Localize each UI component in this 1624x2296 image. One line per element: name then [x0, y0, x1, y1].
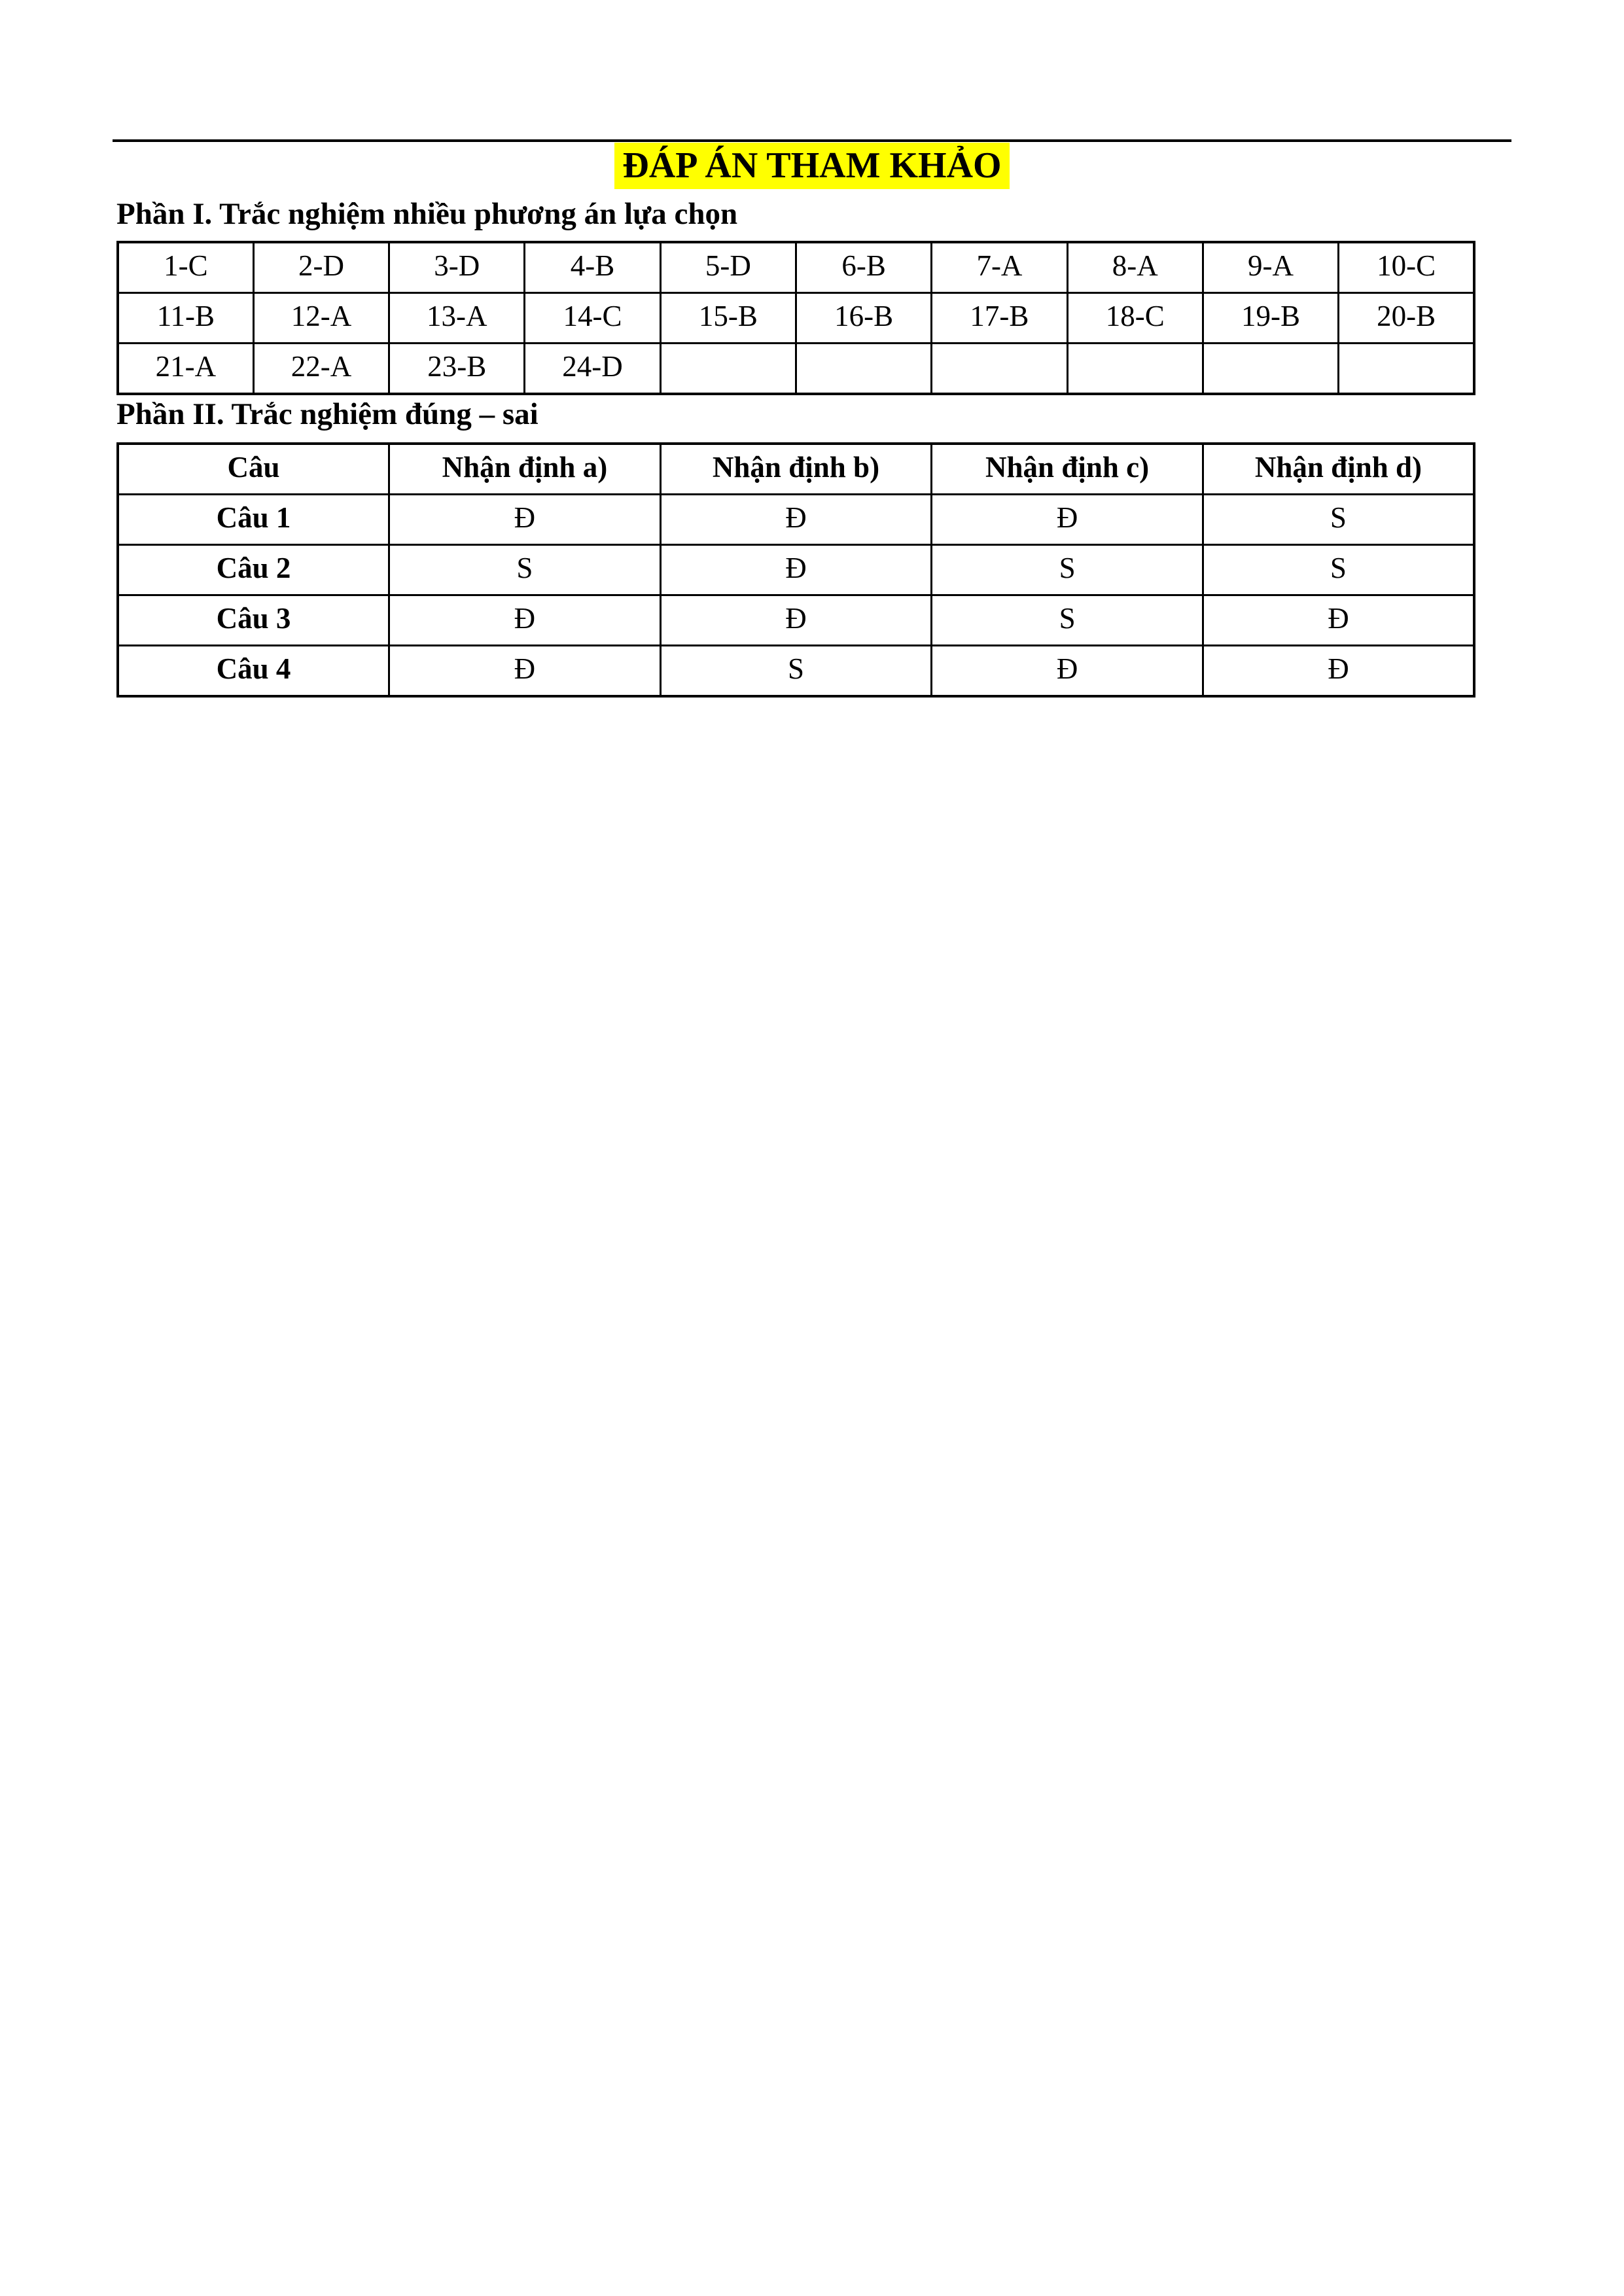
answer-cell: 22-A — [252, 342, 391, 395]
tf-answer-cell: Đ — [388, 645, 662, 698]
answer-cell: 15-B — [659, 292, 797, 344]
tf-column-header: Nhận định b) — [659, 442, 933, 495]
tf-answer-cell: S — [930, 594, 1204, 646]
answer-cell: 24-D — [523, 342, 662, 395]
tf-answer-cell: S — [930, 544, 1204, 596]
tf-header-row: Câu Nhận định a) Nhận định b) Nhận định c) N… — [116, 442, 1475, 495]
part2-true-false-table: Câu Nhận định a) Nhận định b) Nhận định c) N… — [116, 442, 1475, 698]
answer-cell: 19-B — [1201, 292, 1340, 344]
tf-answer-cell: S — [659, 645, 933, 698]
answer-cell: 11-B — [116, 292, 255, 344]
answer-cell: 14-C — [523, 292, 662, 344]
tf-column-header: Nhận định d) — [1201, 442, 1475, 495]
answer-row: 11-B 12-A 13-A 14-C 15-B 16-B 17-B 18-C 19-B 20-B — [116, 292, 1475, 344]
empty-cell — [794, 342, 933, 395]
tf-row-label: Câu 3 — [116, 594, 391, 646]
tf-row-label: Câu 1 — [116, 493, 391, 546]
answer-cell: 6-B — [794, 241, 933, 294]
part1-heading: Phần I. Trắc nghiệm nhiều phương án lựa … — [116, 197, 738, 231]
header-divider-line — [113, 139, 1511, 142]
page-title: ĐÁP ÁN THAM KHẢO — [614, 143, 1010, 189]
answer-cell: 13-A — [388, 292, 526, 344]
tf-answer-cell: S — [1201, 544, 1475, 596]
tf-answer-cell: Đ — [388, 493, 662, 546]
answer-cell: 5-D — [659, 241, 797, 294]
answer-cell: 12-A — [252, 292, 391, 344]
part2-heading: Phần II. Trắc nghiệm đúng – sai — [116, 397, 538, 431]
answer-cell: 1-C — [116, 241, 255, 294]
tf-answer-cell: Đ — [930, 645, 1204, 698]
part1-answers-table: 1-C 2-D 3-D 4-B 5-D 6-B 7-A 8-A 9-A 10-C 11-B 12-A 1… — [116, 241, 1475, 395]
answer-cell: 7-A — [930, 241, 1068, 294]
tf-answer-cell: Đ — [1201, 594, 1475, 646]
tf-answer-cell: Đ — [388, 594, 662, 646]
tf-column-header: Nhận định a) — [388, 442, 662, 495]
answer-row: 1-C 2-D 3-D 4-B 5-D 6-B 7-A 8-A 9-A 10-C — [116, 241, 1475, 294]
tf-column-header: Nhận định c) — [930, 442, 1204, 495]
tf-answer-cell: Đ — [659, 594, 933, 646]
answer-cell: 8-A — [1066, 241, 1204, 294]
answer-cell: 23-B — [388, 342, 526, 395]
answer-cell: 18-C — [1066, 292, 1204, 344]
answer-cell: 4-B — [523, 241, 662, 294]
tf-row-label: Câu 4 — [116, 645, 391, 698]
answer-cell: 3-D — [388, 241, 526, 294]
answer-cell: 21-A — [116, 342, 255, 395]
empty-cell — [1066, 342, 1204, 395]
answer-cell: 9-A — [1201, 241, 1340, 294]
answer-cell: 20-B — [1337, 292, 1475, 344]
empty-cell — [1201, 342, 1340, 395]
tf-answer-cell: Đ — [930, 493, 1204, 546]
tf-answer-cell: S — [1201, 493, 1475, 546]
answer-cell: 17-B — [930, 292, 1068, 344]
tf-answer-cell: Đ — [659, 544, 933, 596]
answer-cell: 10-C — [1337, 241, 1475, 294]
tf-answer-cell: Đ — [659, 493, 933, 546]
title-row: ĐÁP ÁN THAM KHẢO — [0, 143, 1624, 189]
answer-cell: 16-B — [794, 292, 933, 344]
empty-cell — [659, 342, 797, 395]
empty-cell — [1337, 342, 1475, 395]
tf-column-header: Câu — [116, 442, 391, 495]
tf-answer-cell: Đ — [1201, 645, 1475, 698]
empty-cell — [930, 342, 1068, 395]
answer-cell: 2-D — [252, 241, 391, 294]
answer-row: 21-A 22-A 23-B 24-D — [116, 342, 1475, 395]
tf-row-label: Câu 2 — [116, 544, 391, 596]
tf-answer-cell: S — [388, 544, 662, 596]
